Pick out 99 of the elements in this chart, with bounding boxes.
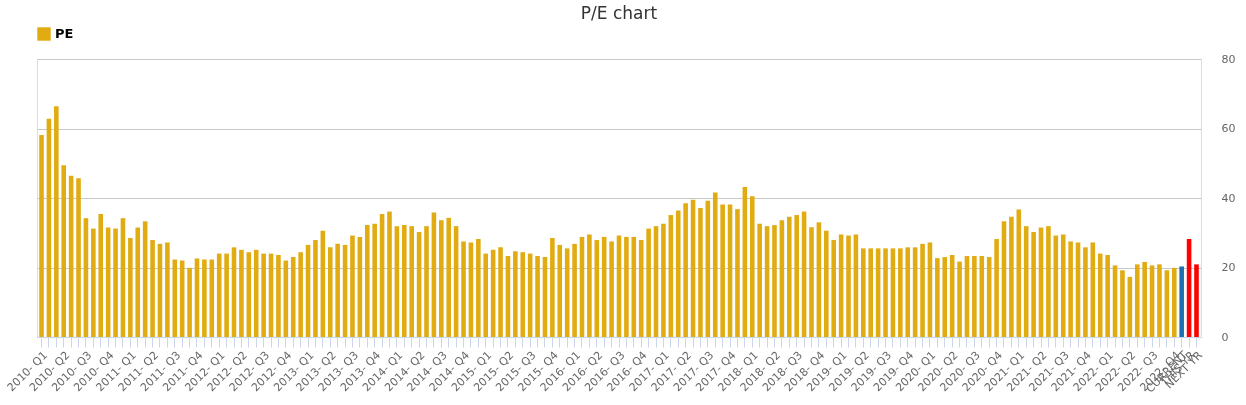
bar xyxy=(1068,241,1073,337)
bar xyxy=(1060,234,1066,337)
bar xyxy=(439,220,444,337)
bar xyxy=(905,247,911,337)
y-tick-label: 80 xyxy=(1221,52,1236,66)
bar xyxy=(757,223,762,337)
bar xyxy=(972,256,977,337)
bar xyxy=(39,135,44,337)
bar xyxy=(298,252,303,337)
bar xyxy=(749,196,755,337)
bar xyxy=(290,257,296,337)
bar xyxy=(557,244,563,337)
bar xyxy=(1134,264,1140,337)
bar xyxy=(1097,253,1103,337)
bar xyxy=(202,259,207,337)
bar xyxy=(113,228,118,337)
bar xyxy=(409,226,414,337)
bar xyxy=(572,243,577,337)
y-tick-label: 40 xyxy=(1221,191,1236,205)
bar xyxy=(720,204,725,337)
legend-label: PE xyxy=(55,26,74,41)
bar xyxy=(387,211,392,337)
bar xyxy=(461,241,466,337)
bar xyxy=(675,210,681,337)
y-tick-label: 0 xyxy=(1221,330,1229,344)
bar xyxy=(935,258,940,337)
bar xyxy=(1171,267,1177,337)
bar xyxy=(957,261,962,337)
bar xyxy=(587,234,592,337)
bar xyxy=(261,253,266,337)
bar xyxy=(735,209,740,337)
bar xyxy=(1009,216,1014,337)
bar xyxy=(883,248,888,337)
bar xyxy=(772,225,777,337)
bar xyxy=(594,240,600,337)
bar xyxy=(1194,264,1199,337)
bar xyxy=(187,267,192,337)
bar xyxy=(698,208,703,337)
bar xyxy=(920,243,925,337)
bar xyxy=(624,236,629,337)
bar xyxy=(483,253,489,337)
bar xyxy=(1031,232,1036,337)
bar xyxy=(942,257,948,337)
bar xyxy=(979,256,985,337)
bar xyxy=(224,253,229,337)
bar xyxy=(335,243,340,337)
bar xyxy=(313,240,318,337)
bar xyxy=(446,217,452,337)
bar xyxy=(609,241,614,337)
bar xyxy=(128,237,133,337)
bar xyxy=(276,254,281,337)
chart-title: P/E chart xyxy=(580,3,658,23)
bar xyxy=(61,165,67,337)
bar xyxy=(91,228,96,337)
bar xyxy=(1142,261,1147,337)
bar xyxy=(364,225,370,337)
bar xyxy=(513,251,518,337)
bar xyxy=(898,248,903,337)
bar xyxy=(54,106,59,337)
bar xyxy=(98,213,104,337)
bar xyxy=(683,203,688,337)
bar xyxy=(1046,226,1051,337)
bar xyxy=(1179,266,1184,337)
bar xyxy=(824,230,829,337)
bar xyxy=(424,226,429,337)
bar xyxy=(1083,247,1088,337)
bar xyxy=(868,248,874,337)
bar xyxy=(1120,270,1125,337)
bar xyxy=(794,215,799,337)
bar xyxy=(76,178,81,337)
bar xyxy=(994,239,999,337)
bar xyxy=(712,192,718,337)
y-tick-label: 60 xyxy=(1221,122,1236,135)
bar xyxy=(253,249,259,337)
bar xyxy=(1157,264,1162,337)
bar xyxy=(476,239,481,337)
bar xyxy=(646,228,651,337)
bar xyxy=(846,235,851,337)
bar xyxy=(327,247,333,337)
bar xyxy=(786,216,792,337)
bar xyxy=(350,235,355,337)
bar xyxy=(520,252,526,337)
bar xyxy=(861,248,866,337)
bar xyxy=(661,223,666,337)
bar xyxy=(135,227,141,337)
bar xyxy=(172,259,178,337)
bar xyxy=(550,237,555,337)
bar xyxy=(831,240,836,337)
bar xyxy=(809,227,814,337)
bar xyxy=(239,249,244,337)
bar xyxy=(1105,254,1110,337)
bar xyxy=(535,256,540,337)
bar xyxy=(638,240,644,337)
bar xyxy=(165,242,170,337)
bar xyxy=(402,225,407,337)
bar xyxy=(498,247,503,337)
bar xyxy=(150,240,155,337)
bar xyxy=(372,223,377,337)
y-tick-label: 20 xyxy=(1221,261,1236,274)
